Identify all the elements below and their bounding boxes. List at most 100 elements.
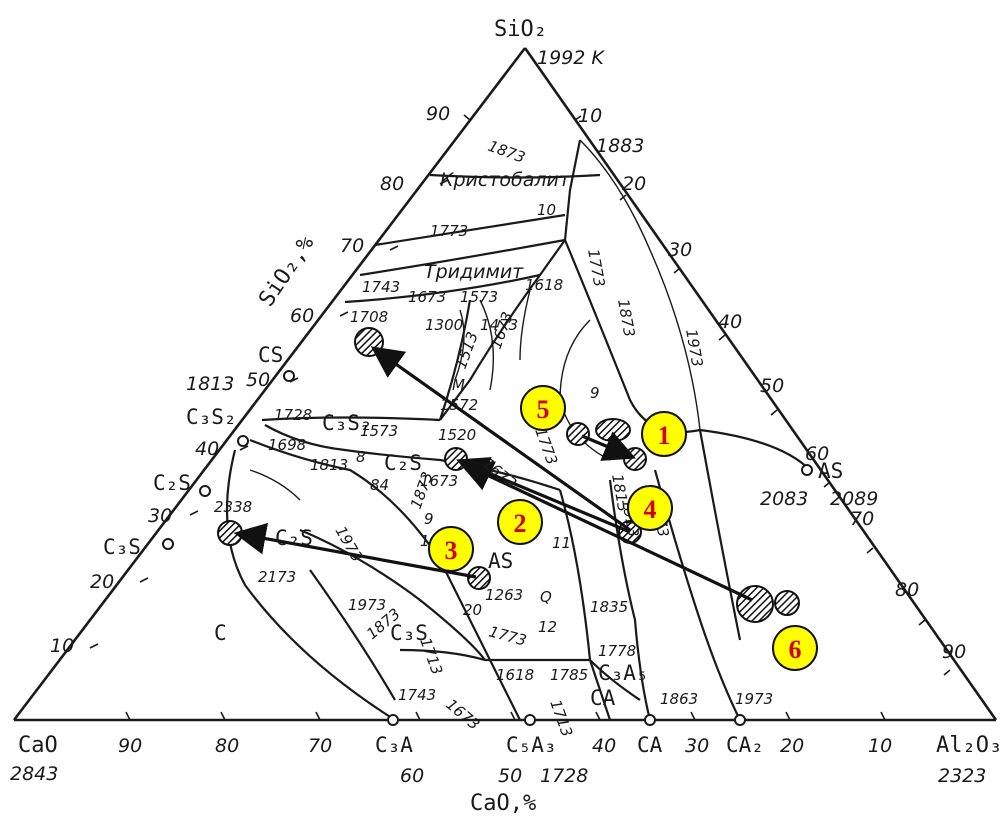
svg-text:1: 1 [658,421,671,450]
iso-7: 1618 [525,276,563,294]
iso-17: 1973 [332,523,367,565]
iso-40: 1773 [531,425,561,467]
svg-text:5: 5 [537,395,550,424]
iso-29: 1773 [487,622,529,649]
pl-8: Q [540,588,552,606]
iso-24: 1743 [398,686,436,704]
svg-text:3: 3 [445,536,458,565]
point-C5A3 [524,714,536,726]
iso-26: 1618 [496,666,534,684]
label-C3A: C₃A [375,733,413,757]
ticks [89,114,951,721]
arrow-3-to-left [233,522,477,579]
bottom-tick-10: 10 [868,735,892,757]
marker-3: 3 [428,526,474,572]
iso-31: 1778 [598,642,636,660]
iso-20: 2173 [258,568,296,586]
label-AS: AS [818,459,843,483]
point-CA [644,714,656,726]
iso-36: 1873 [614,298,638,339]
svg-text:2: 2 [514,509,527,538]
right-tick-90: 90 [942,641,966,663]
point-CS [283,370,295,382]
bottom-tick-40: 40 [592,735,616,757]
bottom-tick-90: 90 [118,735,142,757]
sample-point-6b [774,590,800,616]
pl-7: 12 [538,618,557,636]
iso-32: 1863 [660,690,698,708]
corner-left-label: CaO [18,733,58,758]
iso-21: 1973 [348,596,386,614]
sample-point-left [217,520,243,546]
point-AS [801,464,813,476]
point-C3S2 [237,435,249,447]
marker-5: 5 [520,385,566,431]
triangle-frame [12,47,998,722]
field-CA: CA [590,686,616,710]
pl-6: 11 [552,534,571,552]
compound-points [162,370,813,726]
label-C2S: C₂S [153,471,191,495]
left-tick-20: 20 [90,571,114,593]
label-CS-temp: 1813 [186,373,234,395]
edge-left [12,47,527,721]
label-AS-temp2: 2089 [830,488,878,510]
left-tick-60: 60 [290,305,314,327]
corner-top-label: SiO₂ [494,17,547,42]
field-C: C [214,621,227,645]
label-C3S2: C₃S₂ [186,405,237,429]
right-tick-20: 20 [622,173,646,195]
arrow-4-to-top [370,346,631,532]
label-AS-temp1: 2083 [760,488,808,510]
iso-11: 1728 [274,406,312,424]
sample-point-c2s [444,447,468,471]
iso-16: 1813 [310,456,348,474]
sample-point-3 [467,566,491,590]
bottom-tick-80: 80 [215,735,239,757]
iso-23: 1713 [416,635,446,677]
left-tick-10: 10 [50,635,74,657]
iso-6: 1573 [460,288,498,306]
label-C3S: C₃S [103,535,141,559]
iso-4: 1743 [362,278,400,296]
bottom-tick-70: 70 [308,735,332,757]
bottom-tick-labels: 90 80 70 60 50 40 30 20 10 [118,735,892,787]
label-CS: CS [258,343,283,367]
iso-27: 1785 [550,666,588,684]
svg-text:4: 4 [644,495,657,524]
pl-0: 9 [590,384,600,402]
iso-9: 1473 [480,316,518,334]
arrow-6-to-c2s [460,461,753,602]
sample-point-5 [566,422,590,446]
iso-35: 1773 [584,248,608,289]
iso-25: 1673 [442,695,483,733]
iso-12: 1573 [360,422,398,440]
right-tick-60: 60 [805,443,829,465]
sample-point-6a [736,585,774,623]
iso-13: 1572 [440,396,478,414]
field-C2S-2: C₂S [384,451,422,475]
point-C3S [162,538,174,550]
point-C2S [199,485,211,497]
bottom-tick-30: 30 [685,735,709,757]
point-C3A [387,714,399,726]
left-tick-30: 30 [148,505,172,527]
iso-3: 10 [537,201,556,219]
corner-right-temp: 2323 [938,765,986,787]
numbered-markers: 1 2 3 4 5 6 [428,385,818,671]
marker-1: 1 [641,411,687,457]
corner-top-temp: 1992 K [537,47,605,69]
iso-38: 1513 [452,329,482,371]
right-tick-80: 80 [895,579,919,601]
left-axis-title: SiO₂,% [254,231,319,311]
field-tridymite: Тридимит [424,261,524,283]
bottom-tick-60: 60 [400,765,424,787]
bottom-tick-20: 20 [780,735,804,757]
marker-6: 6 [772,625,818,671]
corner-left-temp: 2843 [10,763,58,785]
marker-2: 2 [497,499,543,545]
iso-14: 1520 [438,426,476,444]
iso-0: 1873 [486,137,528,167]
